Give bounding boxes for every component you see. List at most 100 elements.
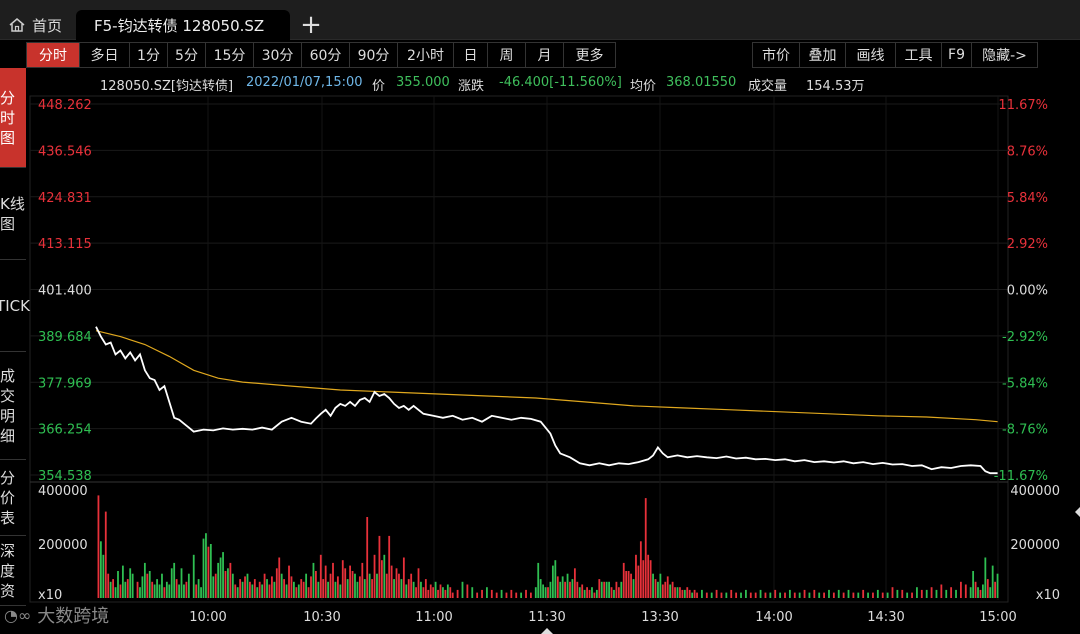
period-tab-3[interactable]: 5分 [168, 42, 206, 68]
period-tab-1[interactable]: 多日 [80, 42, 130, 68]
toolbar-tool-5[interactable]: 隐藏-> [972, 42, 1038, 68]
period-tab-8[interactable]: 2小时 [398, 42, 454, 68]
volume-bar [376, 573, 378, 598]
volume-bar [576, 581, 579, 598]
period-tab-0[interactable]: 分时 [26, 42, 80, 68]
volume-bar [537, 562, 540, 598]
period-tab-4[interactable]: 15分 [206, 42, 254, 68]
volume-bar [610, 587, 613, 598]
volume-bar [669, 584, 672, 598]
volume-bar [239, 579, 242, 598]
volume-bar [571, 579, 574, 598]
volume-bar [407, 579, 410, 598]
volume-bar [371, 579, 373, 598]
volume-bar [490, 589, 493, 598]
volume-bar [510, 589, 513, 598]
volume-bar [339, 584, 342, 598]
volume-bar [556, 576, 559, 598]
toolbar-tool-1[interactable]: 叠加 [800, 42, 846, 68]
sidebar-view-0[interactable]: 分时图 [0, 68, 26, 168]
toolbar-tool-3[interactable]: 工具 [896, 42, 942, 68]
time-tick-label: 13:30 [641, 610, 678, 625]
volume-bar [466, 584, 469, 598]
volume-bar [784, 592, 786, 598]
volume-bar [911, 592, 913, 598]
pct-tick-label: -11.67% [994, 469, 1048, 484]
volume-bar [681, 589, 684, 598]
volume-bar [429, 584, 432, 598]
sidebar-view-1[interactable]: K线图 [0, 168, 26, 260]
volume-bar [317, 581, 320, 598]
volume-bar [121, 565, 124, 598]
tab-home[interactable]: 首页 [0, 10, 74, 40]
volume-bar [774, 589, 777, 598]
period-tab-7[interactable]: 90分 [350, 42, 398, 68]
price-tick-label: 401.400 [38, 284, 92, 299]
period-tab-6[interactable]: 60分 [302, 42, 350, 68]
price-value: 355.000 [396, 75, 450, 90]
volume-bar [637, 565, 640, 598]
volume-bar [769, 592, 772, 598]
volume-bar [141, 576, 144, 598]
period-tab-11[interactable]: 月 [526, 42, 564, 68]
volume-bar [129, 568, 132, 598]
period-tab-9[interactable]: 日 [454, 42, 488, 68]
volume-bar [720, 592, 723, 598]
volume-bar [649, 560, 652, 598]
volume-bar [119, 584, 122, 598]
volume-bar [273, 581, 276, 598]
volume-bar [102, 554, 105, 598]
volume-bar [271, 576, 273, 598]
volume-bar [224, 571, 227, 598]
sidebar-view-4[interactable]: 分价表 [0, 460, 26, 536]
toolbar-tool-2[interactable]: 画线 [846, 42, 896, 68]
scroll-right-icon[interactable] [1075, 507, 1080, 517]
volume-bar [432, 587, 435, 598]
add-tab-button[interactable]: + [300, 10, 322, 40]
period-tab-12[interactable]: 更多 [564, 42, 616, 68]
volume-bar [981, 584, 984, 598]
datetime-value: 2022/01/07,15:00 [246, 75, 363, 90]
volume-tick-label-right: 400000 [1010, 484, 1060, 499]
volume-bar [977, 587, 979, 598]
volume-bar [219, 557, 222, 598]
volume-bar [803, 589, 806, 598]
scroll-up-icon[interactable] [541, 628, 553, 634]
volume-bar [163, 587, 166, 598]
volume-bar [366, 517, 369, 598]
volume-bar [891, 587, 894, 598]
sidebar-view-2[interactable]: TICK [0, 260, 30, 352]
toolbar-tool-4[interactable]: F9 [942, 42, 972, 68]
volume-bar [654, 579, 657, 598]
tab-active-instrument[interactable]: F5-钧达转债 128050.SZ [76, 10, 290, 40]
period-tab-10[interactable]: 周 [488, 42, 526, 68]
volume-bar [955, 589, 957, 598]
volume-bar [192, 554, 195, 598]
volume-bar [202, 538, 205, 598]
sidebar-view-5[interactable]: 深度资 [0, 536, 26, 606]
volume-bar [754, 592, 757, 598]
volume-bar [424, 579, 427, 598]
volume-bar [620, 581, 623, 598]
volume-bar [837, 589, 840, 598]
pct-tick-label: 11.67% [998, 98, 1048, 113]
volume-bar [261, 584, 264, 598]
toolbar-tool-0[interactable]: 市价 [752, 42, 800, 68]
volume-bar [412, 581, 415, 598]
volume-bar [336, 576, 339, 598]
pct-tick-label: -5.84% [1002, 376, 1048, 391]
volume-bar [593, 592, 596, 598]
volume-bar [779, 592, 782, 598]
quote-info-line: 128050.SZ[钧达转债] 2022/01/07,15:00 价 355.0… [0, 73, 1080, 94]
volume-bar [442, 587, 444, 598]
volume-bar [217, 562, 220, 598]
volume-bar [696, 592, 698, 598]
volume-bar [99, 541, 102, 598]
volume-bar [293, 581, 295, 598]
volume-bar [344, 568, 347, 598]
period-tab-5[interactable]: 30分 [254, 42, 302, 68]
sidebar-view-3[interactable]: 成交明细 [0, 352, 26, 460]
period-tab-2[interactable]: 1分 [130, 42, 168, 68]
pct-tick-label: 8.76% [1007, 144, 1048, 159]
